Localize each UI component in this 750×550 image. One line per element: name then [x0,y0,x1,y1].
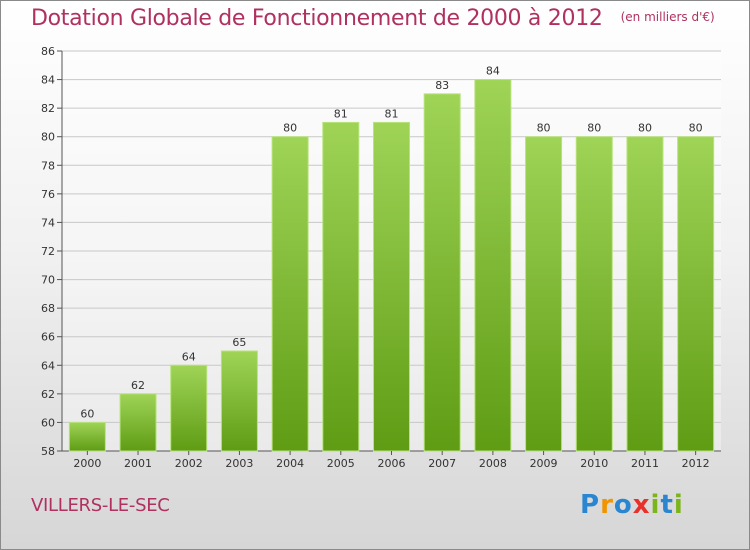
bar-value-label: 65 [232,336,246,349]
bar-value-label: 84 [486,65,500,78]
bar-value-label: 81 [385,107,399,120]
logo-letter: r [600,490,614,520]
y-tick-label: 84 [41,74,55,87]
bar [525,136,563,452]
y-tick-label: 76 [41,188,55,201]
bar-value-label: 80 [689,122,703,135]
bar-value-label: 80 [537,122,551,135]
bar [373,121,410,452]
logo-letter: x [632,490,651,520]
bar-value-label: 62 [131,379,145,392]
bar [170,364,208,452]
y-tick-label: 64 [41,359,55,372]
bar [68,421,106,452]
y-tick-label: 80 [41,131,55,144]
x-tick-label: 2008 [479,457,507,470]
x-tick-label: 2002 [175,457,203,470]
logo-letter: o [613,490,633,520]
y-tick-label: 78 [41,159,55,172]
logo-letter: P [580,490,601,520]
bar [322,121,360,452]
bar [220,350,258,452]
chart-title-text: Dotation Globale de Fonctionnement de 20… [31,6,603,31]
bar-value-label: 81 [334,107,348,120]
x-tick-label: 2000 [73,457,101,470]
bar-value-label: 60 [80,407,94,420]
bar-value-label: 64 [182,350,196,363]
y-tick-label: 58 [41,445,55,458]
y-tick-label: 62 [41,388,55,401]
bar-value-label: 80 [587,122,601,135]
y-tick-label: 86 [41,45,55,58]
bar [626,136,664,452]
bar-value-label: 83 [435,79,449,92]
x-tick-label: 2009 [530,457,558,470]
x-tick-label: 2006 [378,457,406,470]
logo-letter: i [673,490,684,520]
x-tick-label: 2001 [124,457,152,470]
y-tick-label: 74 [41,216,55,229]
x-tick-label: 2005 [327,457,355,470]
bar [677,136,715,452]
municipality-name: VILLERS-LE-SEC [31,495,170,516]
bar-value-label: 80 [283,122,297,135]
y-tick-label: 72 [41,245,55,258]
y-tick-label: 70 [41,274,55,287]
y-tick-label: 68 [41,302,55,315]
x-tick-label: 2010 [580,457,608,470]
bar [575,136,613,452]
chart-unit: (en milliers d'€) [620,10,715,24]
bar [423,93,461,452]
x-tick-label: 2004 [276,457,304,470]
logo-letter: i [650,490,661,520]
x-tick-label: 2011 [631,457,659,470]
x-tick-label: 2007 [428,457,456,470]
bar [119,393,157,452]
y-tick-label: 66 [41,331,55,344]
x-tick-label: 2012 [682,457,710,470]
proxiti-logo: Proxiti [580,490,684,520]
y-tick-label: 60 [41,416,55,429]
y-tick-label: 82 [41,102,55,115]
logo-letter: t [660,490,674,520]
x-tick-label: 2003 [225,457,253,470]
bar-value-label: 80 [638,122,652,135]
bar [474,79,512,452]
chart-title: Dotation Globale de Fonctionnement de 20… [31,6,715,31]
bar [271,136,309,452]
